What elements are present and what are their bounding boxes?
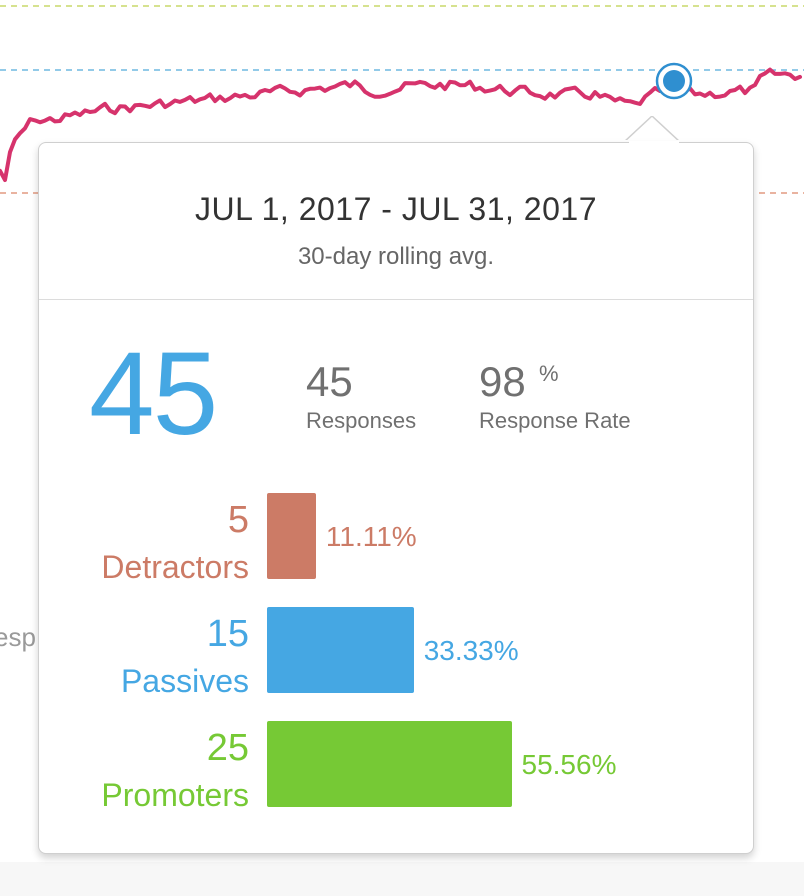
segment-bar <box>267 493 316 579</box>
segment-count: 25 <box>206 727 249 769</box>
segment-percentage: 11.11% <box>325 521 417 552</box>
segment-label: Detractors <box>101 549 249 585</box>
tooltip-header: JUL 1, 2017 - JUL 31, 2017 30-day rollin… <box>39 143 753 300</box>
segment-count: 15 <box>206 613 249 655</box>
rolling-average-label: 30-day rolling avg. <box>297 243 495 270</box>
segment-label: Promoters <box>101 777 249 813</box>
nps-score: 45 <box>89 328 218 460</box>
segment-bar <box>267 721 512 807</box>
nps-tooltip: JUL 1, 2017 - JUL 31, 2017 30-day rollin… <box>38 141 754 854</box>
response-rate-label: Response Rate <box>479 408 631 433</box>
response-rate-unit: % <box>539 361 559 386</box>
footer-band <box>0 862 804 896</box>
responses-label: Responses <box>306 408 417 433</box>
date-range: JUL 1, 2017 - JUL 31, 2017 <box>195 191 597 227</box>
segment-percentage: 55.56% <box>521 749 617 780</box>
response-rate-value: 98 <box>479 358 526 405</box>
segment-count: 5 <box>227 499 249 541</box>
responses-count: 45 <box>306 358 353 405</box>
segment-label: Passives <box>120 663 249 699</box>
selected-point[interactable] <box>663 70 685 92</box>
background-text-fragment: esp <box>0 622 36 652</box>
segment-percentage: 33.33% <box>423 635 519 666</box>
segment-bar <box>267 607 414 693</box>
background-text-fragment: ) <box>0 668 1 699</box>
